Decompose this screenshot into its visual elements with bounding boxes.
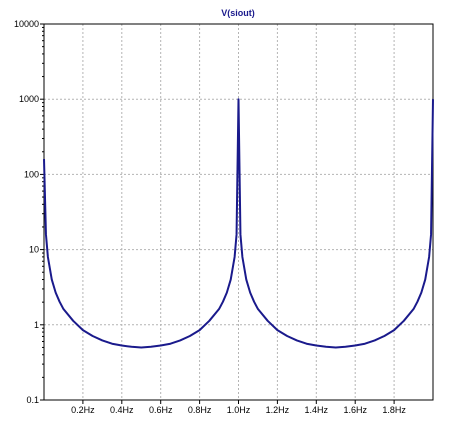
series-layer	[43, 98, 434, 349]
grid-layer	[44, 24, 433, 400]
x-tick-label: 1.6Hz	[343, 405, 367, 415]
y-tick-label: 1000	[19, 94, 39, 104]
y-tick-label: 100	[24, 169, 39, 179]
x-tick-label: 1.8Hz	[382, 405, 406, 415]
x-tick-label: 0.6Hz	[149, 405, 173, 415]
y-tick-label: 10000	[14, 19, 39, 29]
x-tick-label: 1.2Hz	[266, 405, 290, 415]
x-tick-label: 0.8Hz	[188, 405, 212, 415]
x-tick-label: 0.2Hz	[71, 405, 95, 415]
axis-layer: 0.2Hz 0.4Hz 0.6Hz 0.8Hz 1.0Hz 1.2Hz 1.4Hz 1.6Hz…	[14, 19, 434, 415]
x-tick-label: 1.0Hz	[227, 405, 251, 415]
chart-title: V(siout)	[221, 8, 255, 18]
plot-frame	[43, 23, 434, 401]
y-tick-label: 0.1	[26, 395, 39, 405]
y-tick-label: 10	[29, 245, 39, 255]
x-tick-label: 1.4Hz	[305, 405, 329, 415]
x-tick-label: 0.4Hz	[110, 405, 134, 415]
y-tick-label: 1	[34, 320, 39, 330]
series-line	[43, 98, 434, 349]
